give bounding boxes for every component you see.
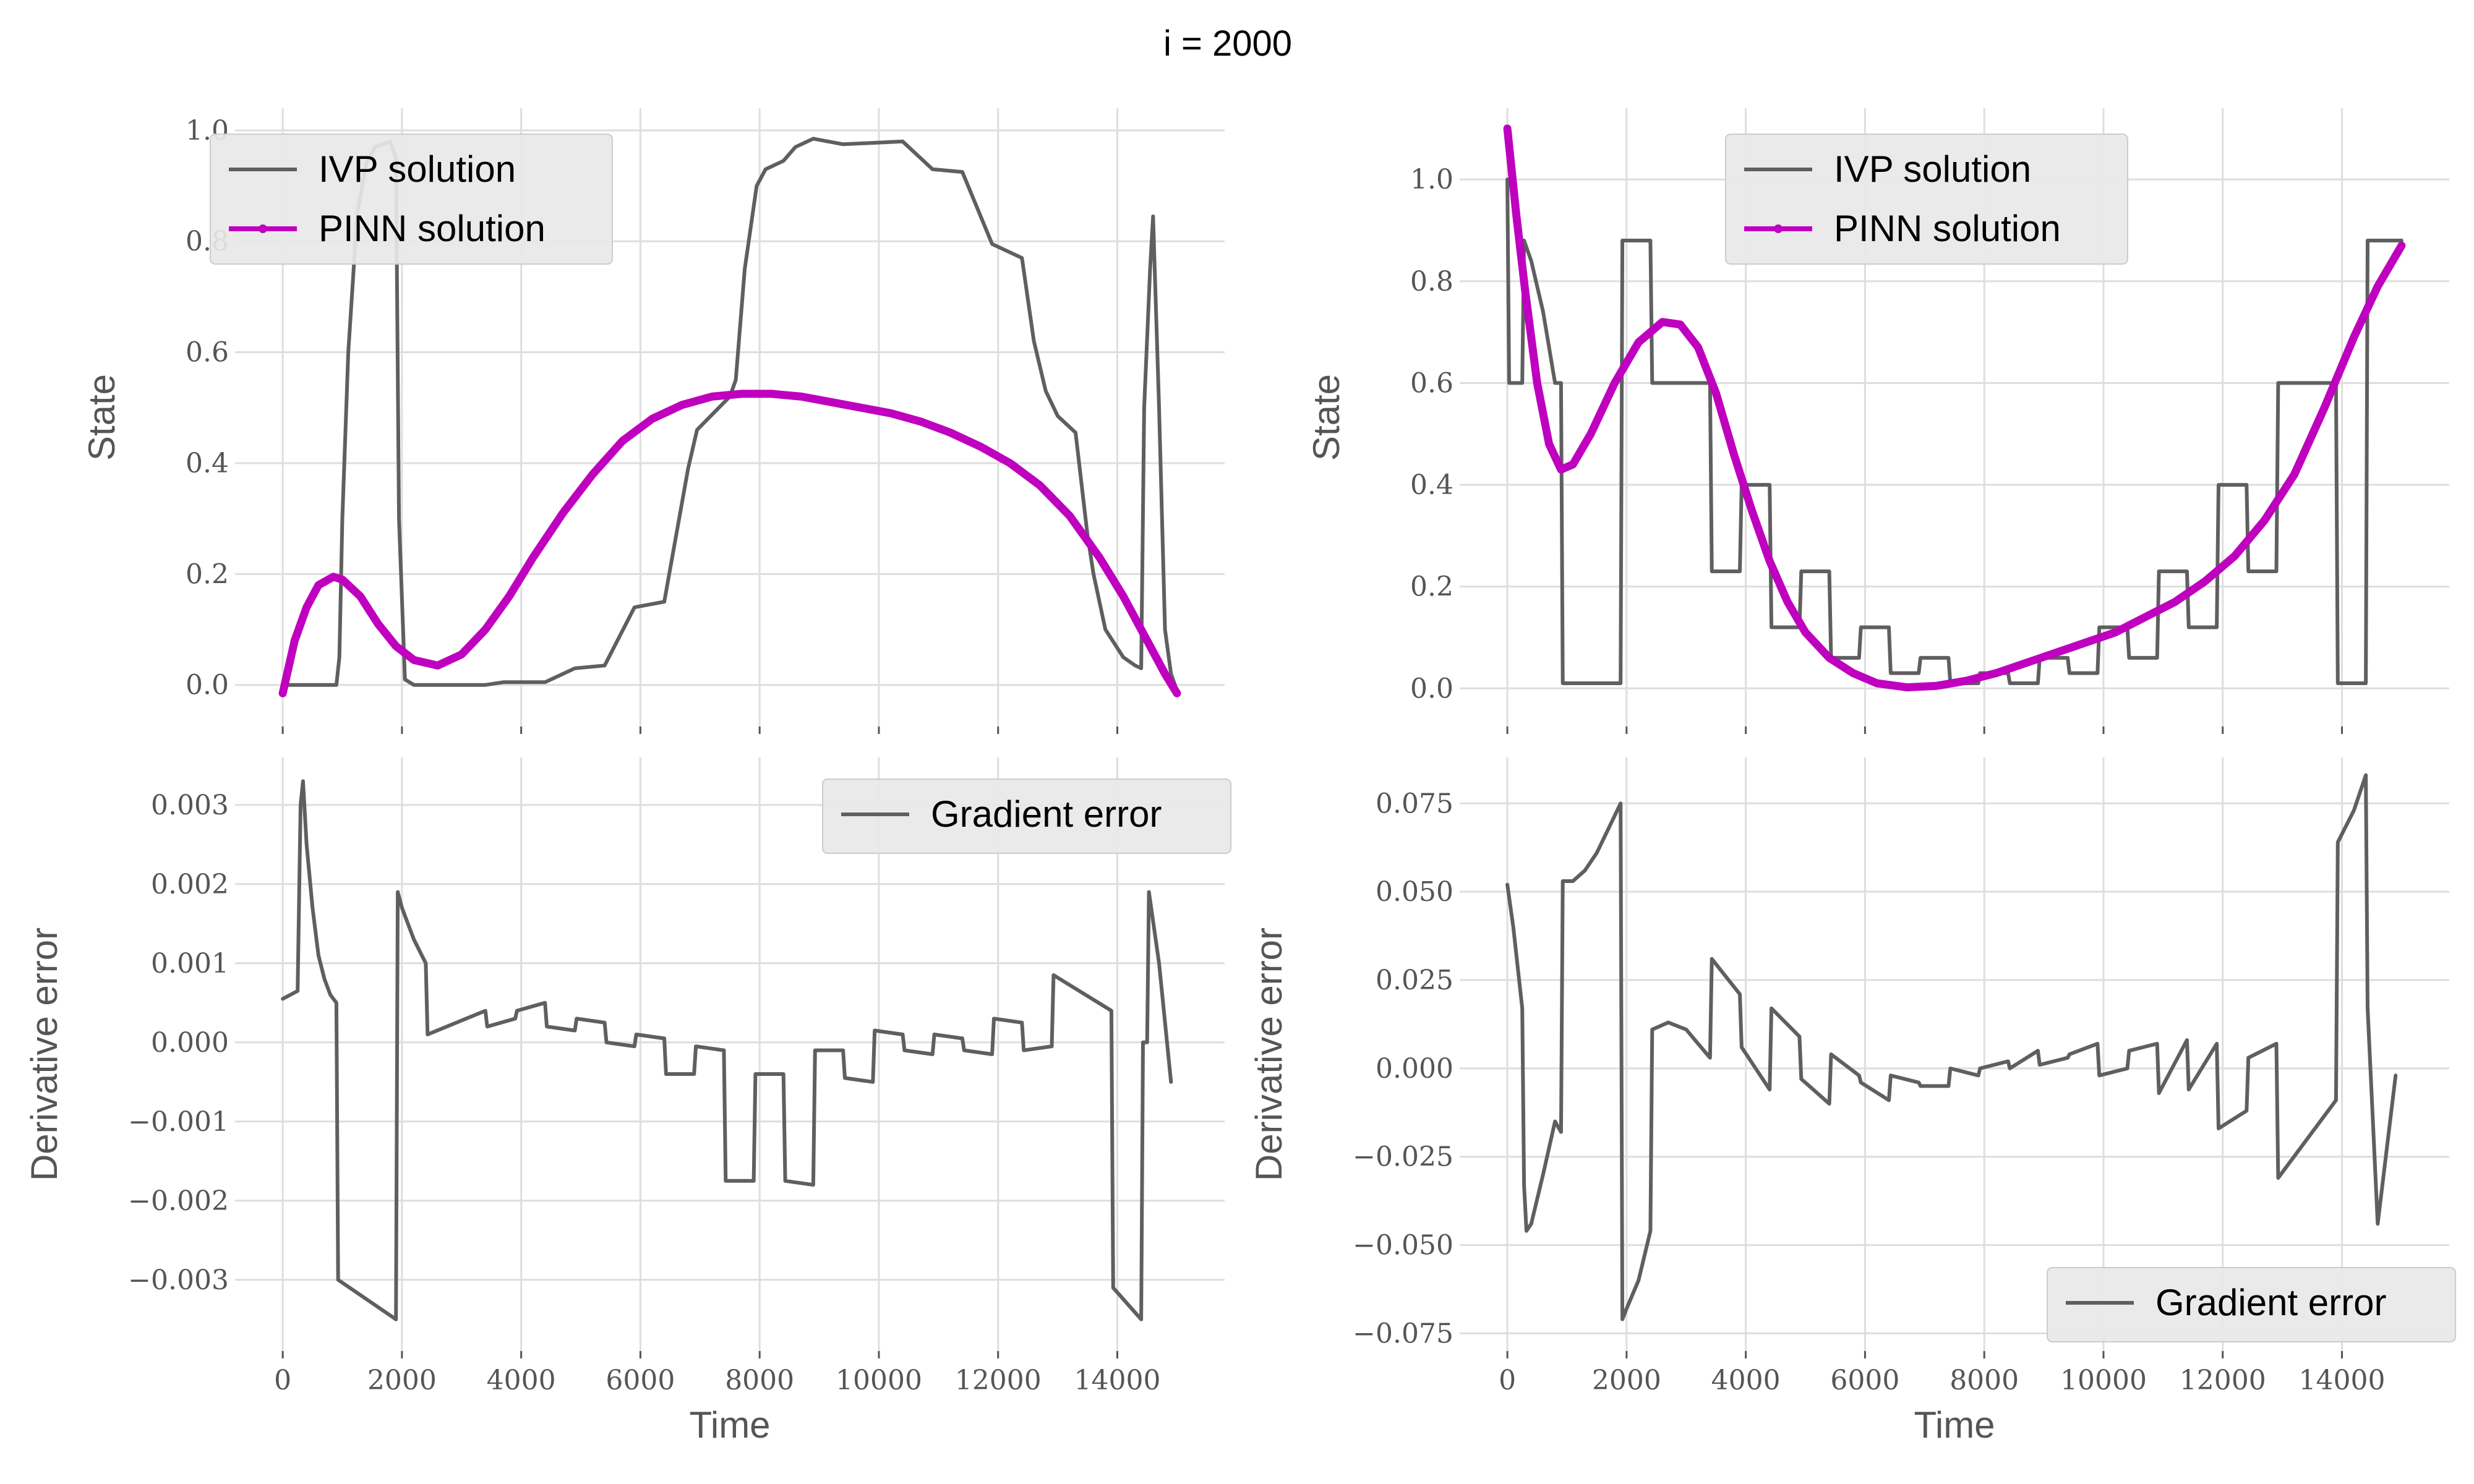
y-tick-label: −0.050: [1353, 1230, 1453, 1261]
legend-marker: [1774, 224, 1783, 233]
x-tick-label: 0: [1499, 1365, 1516, 1396]
legend-box: [1725, 134, 2128, 265]
series-line-pinn-solution: [1503, 124, 2406, 692]
legend: IVP solution PINN solution: [1725, 134, 2128, 265]
y-tick-label: 0.000: [1376, 1053, 1453, 1085]
x-tick-label: 6000: [606, 1365, 675, 1396]
legend-box: [2047, 1267, 2456, 1342]
x-tick-label: 0: [274, 1365, 291, 1396]
legend: Gradient error: [2047, 1267, 2456, 1342]
y-tick-label: 0.6: [1410, 367, 1453, 399]
x-tick-label: 8000: [725, 1365, 794, 1396]
y-tick-label: 0.6: [186, 337, 229, 369]
y-axis-label: Derivative error: [24, 927, 65, 1181]
y-tick-label: 0.075: [1376, 788, 1453, 819]
y-tick-label: 0.001: [151, 948, 229, 979]
subplot-bottom-left: 0 2000 4000 6000 8000 10000 12000 14000 −0.003 −0…: [24, 757, 1231, 1446]
y-tick-label: 0.8: [1410, 266, 1453, 297]
y-tick-label: 0.000: [151, 1027, 229, 1059]
legend-label: PINN solution: [319, 208, 546, 249]
legend-box: [822, 778, 1231, 854]
y-tick-label: 0.003: [151, 790, 229, 821]
series-line-gradient-error: [281, 779, 1173, 1321]
y-tick-label: 0.2: [186, 558, 229, 590]
legend: Gradient error: [822, 778, 1231, 854]
figure-suptitle: i = 2000: [1163, 23, 1292, 64]
legend-label: IVP solution: [1834, 148, 2031, 190]
x-tick-label: 10000: [836, 1365, 922, 1396]
x-tick-label: 14000: [1074, 1365, 1161, 1396]
x-axis-label: Time: [689, 1404, 770, 1446]
series-line-gradient-error: [1505, 773, 2398, 1321]
x-tick-label: 4000: [487, 1365, 556, 1396]
subplot-top-right: 0.0 0.2 0.4 0.6 0.8 1.0 State IVP solution PINN …: [1306, 108, 2449, 734]
y-tick-label: −0.025: [1353, 1141, 1453, 1173]
y-axis-label: State: [1306, 374, 1347, 461]
legend: IVP solution PINN solution: [210, 134, 613, 265]
y-axis-label: State: [81, 374, 122, 461]
x-tick-label: 12000: [955, 1365, 1042, 1396]
y-tick-label: −0.001: [128, 1106, 229, 1138]
y-tick-label: 0.0: [186, 670, 229, 701]
y-axis-label: Derivative error: [1248, 927, 1290, 1181]
series-line-pinn-solution: [278, 390, 1181, 697]
x-tick-label: 10000: [2060, 1365, 2147, 1396]
legend-label: Gradient error: [2155, 1282, 2386, 1323]
y-tick-label: 0.2: [1410, 571, 1453, 603]
y-tick-label: −0.003: [128, 1264, 229, 1296]
y-tick-label: 0.002: [151, 869, 229, 900]
x-tick-label: 6000: [1830, 1365, 1899, 1396]
legend-marker: [259, 224, 267, 233]
y-tick-label: 0.050: [1376, 876, 1453, 908]
legend-label: Gradient error: [931, 793, 1162, 835]
y-tick-label: 0.4: [186, 448, 229, 479]
legend-label: IVP solution: [319, 148, 516, 190]
x-tick-label: 8000: [1950, 1365, 2019, 1396]
y-tick-label: −0.002: [128, 1185, 229, 1217]
x-tick-label: 2000: [1592, 1365, 1661, 1396]
x-tick-label: 14000: [2299, 1365, 2386, 1396]
legend-box: [210, 134, 613, 265]
subplot-grid: 0.0 0.2 0.4 0.6 0.8 1.0 State IVP solution PINN …: [24, 108, 2456, 1446]
x-tick-label: 4000: [1711, 1365, 1781, 1396]
legend-label: PINN solution: [1834, 208, 2061, 249]
y-tick-label: 1.0: [1410, 164, 1453, 195]
x-tick-label: 2000: [367, 1365, 437, 1396]
series-line-ivp-solution: [1505, 177, 2403, 685]
x-axis-label: Time: [1914, 1404, 1995, 1446]
y-tick-label: 0.0: [1410, 673, 1453, 704]
x-tick-label: 12000: [2180, 1365, 2266, 1396]
y-tick-label: −0.075: [1353, 1318, 1453, 1349]
y-tick-label: 0.025: [1376, 965, 1453, 996]
y-tick-label: 0.4: [1410, 469, 1453, 501]
subplot-bottom-right: 0 2000 4000 6000 8000 10000 12000 14000 −0.075 −0…: [1248, 757, 2456, 1446]
